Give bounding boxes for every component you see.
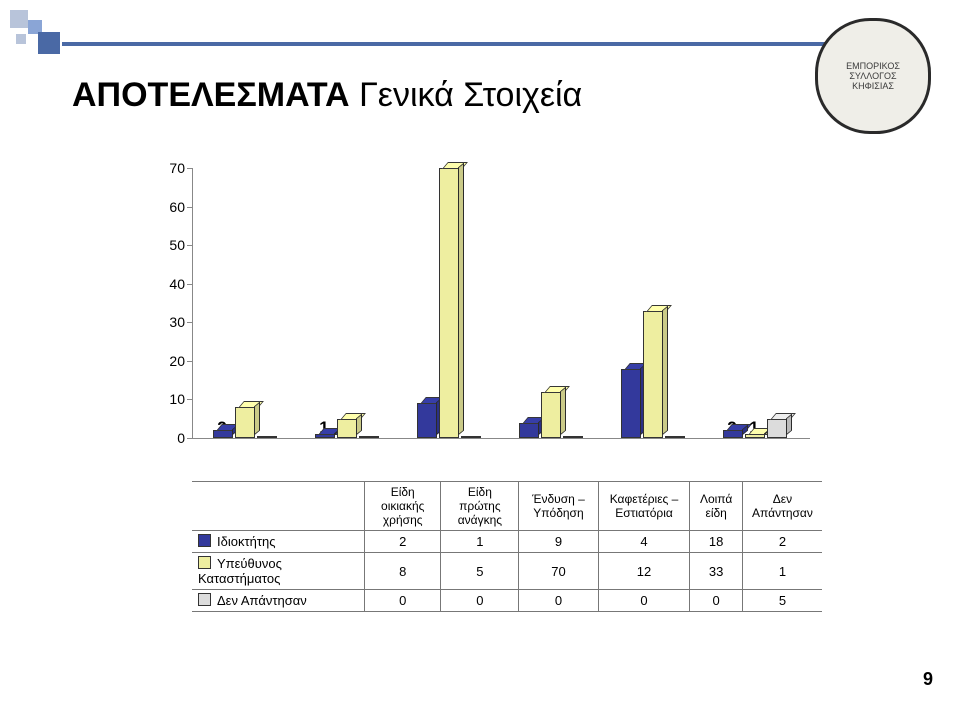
y-tick bbox=[187, 399, 193, 400]
bar bbox=[417, 403, 437, 438]
bar bbox=[745, 434, 765, 438]
table-cell: 5 bbox=[441, 553, 519, 590]
y-tick bbox=[187, 207, 193, 208]
legend-swatch bbox=[198, 593, 211, 606]
bar bbox=[541, 392, 561, 438]
y-tick bbox=[187, 245, 193, 246]
y-tick-label: 70 bbox=[155, 160, 185, 176]
table-cell: 18 bbox=[690, 531, 742, 553]
chart-plot-area: 01020304050607028Είδη οικιακής χρήσης15Ε… bbox=[192, 168, 810, 439]
chart-data-table: Είδη οικιακής χρήσηςΕίδη πρώτης ανάγκηςΈ… bbox=[192, 481, 822, 612]
table-cell: Δεν Απάντησαν bbox=[742, 482, 822, 531]
bar bbox=[643, 311, 663, 438]
legend-swatch bbox=[198, 556, 211, 569]
table-cell: 2 bbox=[742, 531, 822, 553]
table-cell: 4 bbox=[598, 531, 690, 553]
y-tick bbox=[187, 322, 193, 323]
y-tick-label: 30 bbox=[155, 314, 185, 330]
bar bbox=[621, 369, 641, 438]
table-cell: Είδη οικιακής χρήσης bbox=[365, 482, 441, 531]
bar bbox=[257, 436, 277, 438]
y-tick-label: 0 bbox=[155, 430, 185, 446]
table-cell: 2 bbox=[365, 531, 441, 553]
y-tick bbox=[187, 168, 193, 169]
table-cell bbox=[192, 482, 365, 531]
seal-logo: ΕΜΠΟΡΙΚΟΣΣΥΛΛΟΓΟΣΚΗΦΙΣΙΑΣ bbox=[815, 18, 931, 134]
y-tick-label: 10 bbox=[155, 391, 185, 407]
chart-container: 01020304050607028Είδη οικιακής χρήσης15Ε… bbox=[150, 168, 810, 612]
y-tick bbox=[187, 438, 193, 439]
bar bbox=[359, 436, 379, 438]
table-cell: Λοιπά είδη bbox=[690, 482, 742, 531]
title-strong: ΑΠΟΤΕΛΕΣΜΑΤΑ bbox=[72, 76, 350, 114]
page-title: ΑΠΟΤΕΛΕΣΜΑΤΑ Γενικά Στοιχεία bbox=[72, 76, 582, 115]
table-cell: 33 bbox=[690, 553, 742, 590]
table-cell: Είδη πρώτης ανάγκης bbox=[441, 482, 519, 531]
table-cell: Ένδυση – Υπόδηση bbox=[519, 482, 598, 531]
table-cell: 9 bbox=[519, 531, 598, 553]
bar bbox=[337, 419, 357, 438]
table-cell: 12 bbox=[598, 553, 690, 590]
y-tick bbox=[187, 361, 193, 362]
bar bbox=[563, 436, 583, 438]
bar bbox=[519, 423, 539, 438]
table-cell: Καφετέριες – Εστιατόρια bbox=[598, 482, 690, 531]
table-cell: Δεν Απάντησαν bbox=[192, 590, 365, 612]
table-cell: 1 bbox=[742, 553, 822, 590]
bar bbox=[213, 430, 233, 438]
table-row: Δεν Απάντησαν000005 bbox=[192, 590, 822, 612]
bar bbox=[665, 436, 685, 438]
bar bbox=[315, 434, 335, 438]
bar bbox=[723, 430, 743, 438]
title-rest: Γενικά Στοιχεία bbox=[350, 76, 583, 114]
y-tick-label: 20 bbox=[155, 353, 185, 369]
table-cell: 8 bbox=[365, 553, 441, 590]
bar bbox=[235, 407, 255, 438]
table-cell: 0 bbox=[598, 590, 690, 612]
table-cell: Υπεύθυνος Καταστήματος bbox=[192, 553, 365, 590]
table-cell: 0 bbox=[690, 590, 742, 612]
table-cell: 0 bbox=[365, 590, 441, 612]
table-cell: Ιδιοκτήτης bbox=[192, 531, 365, 553]
bar bbox=[461, 436, 481, 438]
table-cell: 5 bbox=[742, 590, 822, 612]
table-cell: 0 bbox=[441, 590, 519, 612]
table-cell: 0 bbox=[519, 590, 598, 612]
bar bbox=[767, 419, 787, 438]
table-row: Ιδιοκτήτης2194182 bbox=[192, 531, 822, 553]
y-tick-label: 50 bbox=[155, 237, 185, 253]
table-cell: 1 bbox=[441, 531, 519, 553]
table-row: Υπεύθυνος Καταστήματος857012331 bbox=[192, 553, 822, 590]
y-tick-label: 60 bbox=[155, 199, 185, 215]
y-tick bbox=[187, 284, 193, 285]
page-number: 9 bbox=[923, 669, 933, 690]
y-tick-label: 40 bbox=[155, 276, 185, 292]
table-row: Είδη οικιακής χρήσηςΕίδη πρώτης ανάγκηςΈ… bbox=[192, 482, 822, 531]
bar bbox=[439, 168, 459, 438]
legend-swatch bbox=[198, 534, 211, 547]
table-cell: 70 bbox=[519, 553, 598, 590]
